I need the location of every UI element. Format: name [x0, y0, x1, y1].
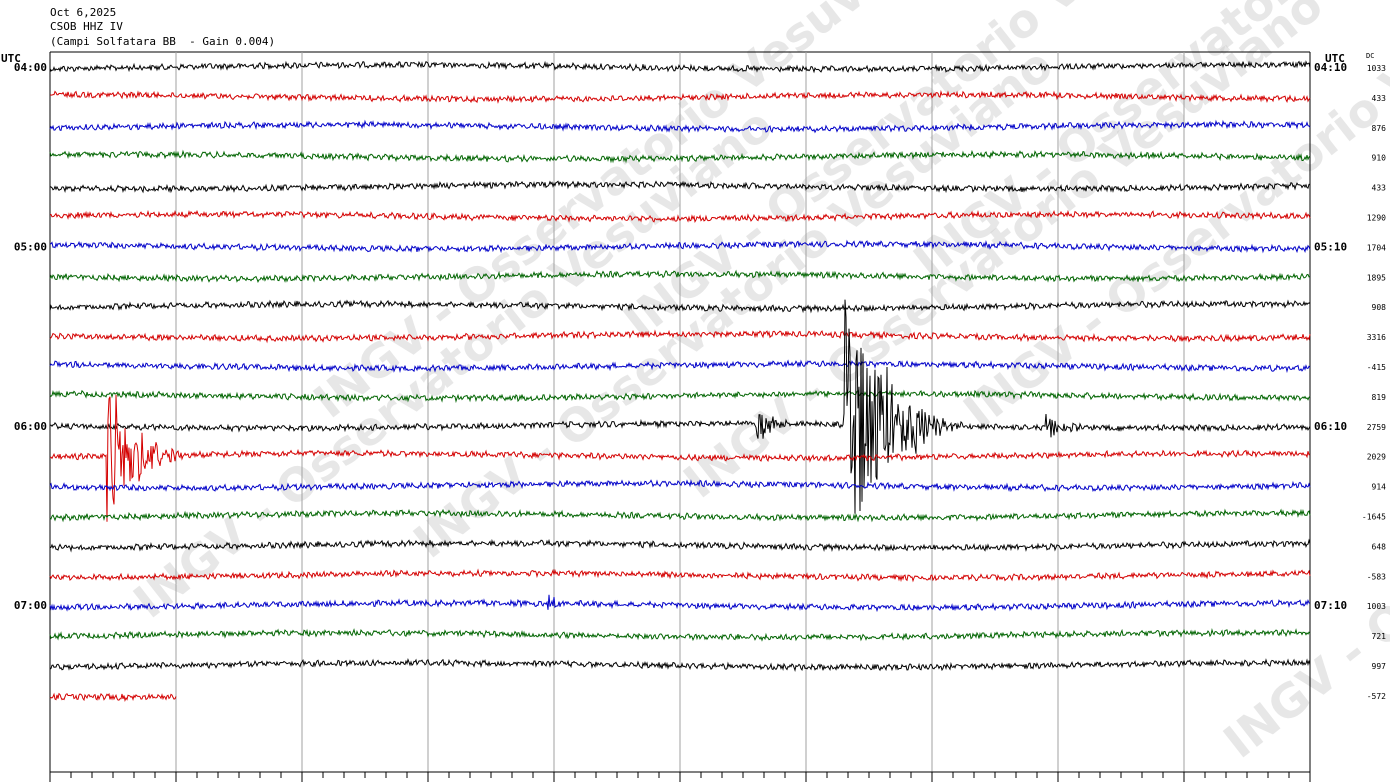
- trace-line-17: [49, 568, 1311, 583]
- time-label-left: 06:00: [14, 420, 47, 433]
- date-label: Oct 6,2025: [50, 6, 117, 19]
- dc-value: 433: [1372, 94, 1387, 103]
- utc-right-label: UTC: [1325, 52, 1345, 65]
- trace-group: [49, 60, 1311, 702]
- time-label-right: 05:10: [1314, 240, 1347, 253]
- trace-line-11: [49, 389, 1311, 404]
- time-label-left: 04:00: [14, 61, 47, 74]
- trace-line-13: [49, 394, 1311, 522]
- time-label-right: 04:10: [1314, 61, 1347, 74]
- dc-value: 1704: [1367, 243, 1386, 252]
- dc-value: 908: [1372, 303, 1387, 312]
- dc-value: -415: [1367, 363, 1386, 372]
- dc-value: 721: [1372, 632, 1387, 641]
- dc-value-group: 1033 433 876 910 433 1290 1704 1895 908 3316 -415 8…: [1362, 64, 1386, 701]
- dc-value: -583: [1367, 572, 1386, 581]
- trace-line-9: [49, 329, 1311, 344]
- trace-line-3: [49, 149, 1311, 164]
- dc-value: 1290: [1367, 214, 1386, 223]
- trace-line-12: [49, 299, 1311, 514]
- trace-line-1: [50, 89, 1311, 104]
- dc-value: 3316: [1367, 333, 1386, 342]
- dc-value: 997: [1372, 662, 1387, 671]
- trace-line-6: [49, 239, 1311, 254]
- dc-value: 433: [1372, 184, 1387, 193]
- station-label: CSOB HHZ IV: [50, 20, 123, 33]
- trace-line-2: [49, 119, 1311, 134]
- dc-value: 648: [1372, 542, 1387, 551]
- trace-line-0: [49, 60, 1311, 74]
- dc-value: -572: [1367, 692, 1386, 701]
- dc-value: 914: [1372, 483, 1387, 492]
- dc-value: 910: [1372, 154, 1387, 163]
- trace-line-5: [49, 209, 1311, 223]
- trace-line-16: [49, 538, 1311, 553]
- time-label-group: 04:00 04:10 05:00 05:10 06:00 06:10 07:00 07:10: [14, 61, 1347, 612]
- trace-line-4: [49, 180, 1311, 194]
- time-label-left: 05:00: [14, 240, 47, 253]
- trace-line-19: [49, 627, 1311, 642]
- time-label-right: 07:10: [1314, 599, 1347, 612]
- trace-line-15: [49, 508, 1311, 523]
- dc-value: 1033: [1367, 64, 1386, 73]
- trace-line-7: [49, 269, 1311, 283]
- dc-value: 819: [1372, 393, 1387, 402]
- dc-column-label: DC: [1366, 52, 1375, 60]
- time-label-left: 07:00: [14, 599, 47, 612]
- dc-value: -1645: [1362, 513, 1386, 522]
- plot-grid: [49, 51, 1311, 782]
- time-label-right: 06:10: [1314, 420, 1347, 433]
- dc-value: 876: [1372, 124, 1387, 133]
- trace-line-21: [49, 692, 177, 702]
- trace-line-20: [49, 657, 1311, 673]
- dc-value: 2759: [1367, 423, 1386, 432]
- utc-left-label: UTC: [1, 52, 21, 65]
- dc-value: 1003: [1367, 602, 1386, 611]
- trace-line-8: [49, 299, 1311, 314]
- trace-line-14: [49, 479, 1311, 493]
- trace-line-10: [49, 359, 1311, 374]
- trace-line-18: [49, 594, 1311, 613]
- watermark-text: INGV - Osservatorio Vesuviano: [1214, 237, 1390, 768]
- station-description: (Campi Solfatara BB - Gain 0.004): [50, 35, 276, 48]
- dc-value: 1895: [1367, 273, 1386, 282]
- dc-value: 2029: [1367, 453, 1386, 462]
